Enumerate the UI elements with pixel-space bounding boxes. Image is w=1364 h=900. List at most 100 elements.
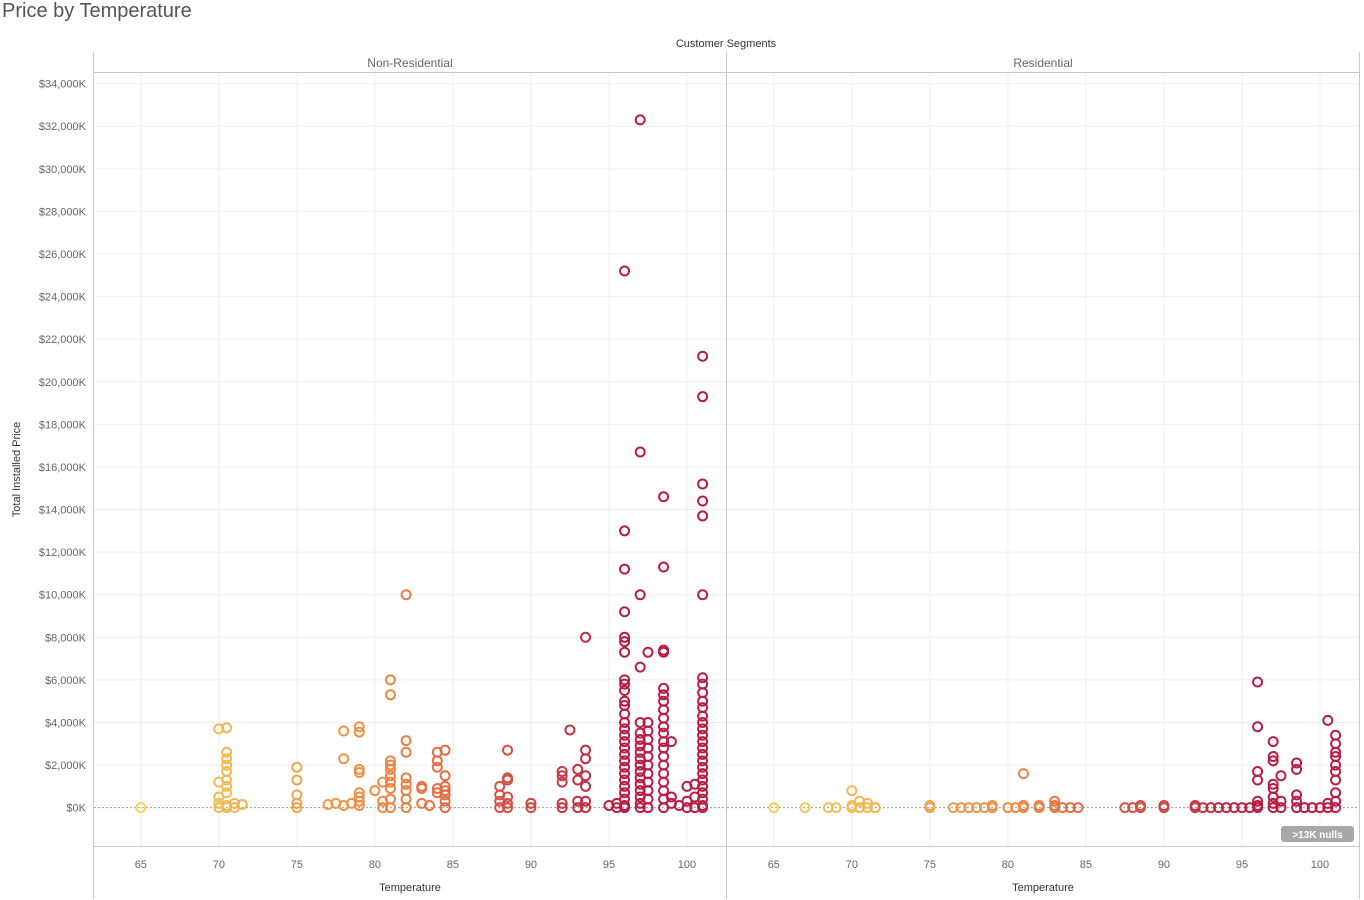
x-tick-label: 75: [291, 859, 303, 871]
data-point: [291, 761, 303, 773]
x-tick-label: 75: [924, 859, 936, 871]
data-point: [634, 785, 646, 797]
data-point: [697, 391, 709, 403]
data-point: [1049, 802, 1061, 814]
data-point: [1064, 802, 1076, 814]
data-point: [1267, 802, 1279, 814]
data-point: [580, 770, 592, 782]
x-tick-label: 65: [135, 859, 147, 871]
y-tick-label: $14,000K: [39, 505, 87, 517]
data-point: [1306, 802, 1318, 814]
x-tick-label: 80: [369, 859, 381, 871]
data-point: [580, 780, 592, 792]
data-point: [1291, 757, 1303, 769]
data-point: [1158, 800, 1170, 812]
data-point: [1291, 802, 1303, 814]
data-point: [1267, 751, 1279, 763]
data-point: [846, 785, 858, 797]
x-tick-label: 100: [678, 859, 696, 871]
x-axis-title-0: Temperature: [379, 882, 441, 894]
y-tick-label: $30,000K: [39, 164, 87, 176]
data-point: [439, 770, 451, 782]
data-point: [697, 748, 709, 760]
data-point: [353, 763, 365, 775]
data-point: [1298, 802, 1310, 814]
data-point: [1252, 802, 1264, 814]
data-point: [634, 589, 646, 601]
data-point: [291, 774, 303, 786]
data-point: [377, 776, 389, 788]
data-point: [697, 742, 709, 754]
x-tick-label: 65: [768, 859, 780, 871]
data-point: [384, 802, 396, 814]
data-point: [869, 802, 881, 814]
data-point: [580, 795, 592, 807]
data-point: [697, 672, 709, 684]
data-point: [353, 726, 365, 738]
y-tick-label: $20,000K: [39, 377, 87, 389]
data-point: [697, 780, 709, 792]
data-point: [697, 495, 709, 507]
data-point: [697, 736, 709, 748]
data-point: [353, 721, 365, 733]
data-point: [658, 646, 670, 658]
data-point: [658, 682, 670, 694]
data-point: [768, 802, 780, 814]
data-point: [681, 802, 693, 814]
data-point: [556, 770, 568, 782]
data-point: [697, 723, 709, 735]
data-point: [971, 802, 983, 814]
y-tick-label: $22,000K: [39, 334, 87, 346]
data-point: [1017, 768, 1029, 780]
data-point: [924, 800, 936, 812]
facet-title: Customer Segments: [676, 38, 777, 50]
y-tick-label: $32,000K: [39, 121, 87, 133]
data-point: [697, 510, 709, 522]
data-point: [431, 755, 443, 767]
data-point: [619, 695, 631, 707]
data-point: [213, 776, 225, 788]
data-point: [1220, 802, 1232, 814]
data-point: [439, 795, 451, 807]
y-tick-label: $10,000K: [39, 590, 87, 602]
data-point: [658, 561, 670, 573]
x-tick-label: 90: [525, 859, 537, 871]
y-tick-label: $28,000K: [39, 206, 87, 218]
x-tick-label: 95: [1236, 859, 1248, 871]
data-point: [338, 753, 350, 765]
data-point: [1267, 755, 1279, 767]
data-point: [619, 742, 631, 754]
data-point: [634, 716, 646, 728]
panel-title-1: Residential: [1013, 56, 1072, 70]
data-point: [369, 785, 381, 797]
y-tick-label: $6,000K: [45, 675, 87, 687]
x-tick-label: 80: [1002, 859, 1014, 871]
nulls-badge-label: >13K nulls: [1292, 830, 1343, 841]
x-tick-label: 85: [447, 859, 459, 871]
data-point: [963, 802, 975, 814]
data-point: [525, 802, 537, 814]
data-point: [619, 716, 631, 728]
y-axis-title: Total Installed Price: [11, 422, 23, 517]
data-point: [658, 491, 670, 503]
data-point: [384, 763, 396, 775]
data-point: [502, 797, 514, 809]
y-tick-label: $8,000K: [45, 632, 87, 644]
data-point: [221, 759, 233, 771]
data-point: [1135, 800, 1147, 812]
data-point: [1252, 721, 1264, 733]
data-point: [439, 744, 451, 756]
data-point: [1330, 802, 1342, 814]
x-axis-title-1: Temperature: [1012, 882, 1074, 894]
data-point: [697, 716, 709, 728]
data-point: [384, 783, 396, 795]
data-point: [213, 791, 225, 803]
data-point: [400, 778, 412, 790]
data-point: [642, 802, 654, 814]
data-point: [1275, 770, 1287, 782]
data-point: [619, 780, 631, 792]
data-point: [634, 759, 646, 771]
data-point: [135, 802, 147, 814]
data-point: [400, 802, 412, 814]
data-point: [556, 776, 568, 788]
